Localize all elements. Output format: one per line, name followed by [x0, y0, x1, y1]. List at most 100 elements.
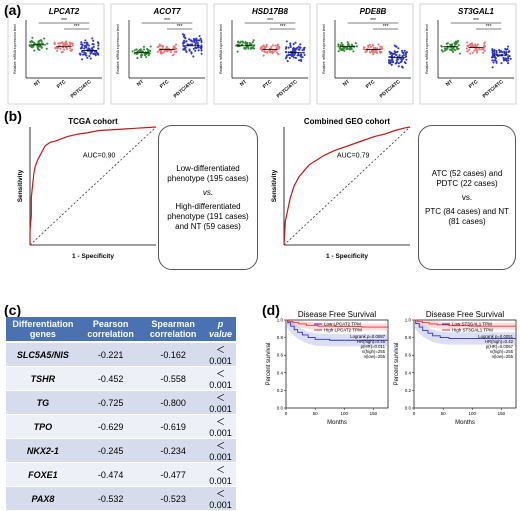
data-point: [398, 54, 401, 57]
spearman-cell: -0.477: [141, 462, 205, 487]
data-point: [399, 61, 402, 64]
y-axis-label: Relative mRNA expression level: [425, 24, 429, 74]
reference-diagonal: [283, 126, 411, 246]
data-point: [149, 49, 152, 53]
gene-cell: TPO: [6, 414, 80, 439]
data-point: [173, 46, 176, 49]
pvalue-cell: ＜0.001: [204, 486, 236, 511]
data-point: [261, 49, 264, 52]
data-point: [302, 51, 305, 54]
sig-label: ***: [370, 18, 376, 24]
y-tick-label: 1.0: [405, 318, 412, 323]
data-point: [346, 41, 349, 44]
legend-high-label: High ST3GAL1 TPM: [452, 328, 493, 333]
data-point: [53, 41, 56, 44]
data-point: [199, 37, 202, 40]
data-point: [294, 47, 297, 50]
data-point: [199, 46, 202, 49]
data-point: [396, 50, 399, 53]
data-point: [184, 46, 187, 49]
data-point: [196, 46, 200, 49]
data-point: [91, 43, 94, 46]
km-frame: [413, 319, 517, 409]
group-label: PDTC/ATC: [70, 79, 93, 100]
group-label: NT: [445, 79, 454, 88]
sig-label: ***: [280, 24, 286, 30]
sig-label: ***: [473, 18, 479, 24]
data-point: [136, 57, 139, 60]
x-tick-label: 0: [285, 411, 288, 416]
dot-plot-title: ST3GAL1: [458, 7, 495, 16]
data-point: [145, 55, 148, 59]
panel-label-d: (d): [262, 302, 280, 318]
sig-label: ***: [74, 24, 80, 30]
data-point: [346, 47, 349, 50]
box-tcga-low: Low-differentiated phenotype (195 cases): [167, 163, 249, 183]
data-point: [500, 62, 503, 65]
data-point: [403, 49, 406, 52]
data-point: [476, 43, 479, 46]
data-point: [31, 36, 34, 39]
data-point: [476, 49, 479, 52]
x-tick-label: 50: [313, 411, 319, 416]
data-point: [443, 47, 446, 50]
data-point: [185, 50, 188, 53]
data-point: [41, 42, 44, 45]
data-point: [40, 46, 43, 49]
data-point: [473, 49, 476, 52]
data-point: [85, 46, 88, 49]
stat-line: HR(high)=0.45: [357, 339, 386, 344]
gene-cell: SLC5A5/NIS: [6, 342, 80, 367]
data-point: [381, 47, 384, 50]
data-point: [193, 41, 196, 44]
data-point: [367, 44, 370, 47]
stat-line: p(HR)=0.011: [361, 344, 386, 349]
data-point: [493, 52, 496, 55]
data-point: [89, 50, 92, 53]
data-point: [493, 50, 496, 53]
data-point: [397, 62, 400, 65]
data-point: [88, 55, 91, 58]
x-tick-label: 100: [469, 411, 477, 416]
stat-line: n(low)=255: [364, 354, 386, 359]
data-point: [297, 54, 300, 57]
data-point: [354, 42, 357, 45]
data-point: [189, 39, 192, 42]
data-point: [476, 51, 479, 54]
header-genes: Differentiation genes: [6, 317, 80, 343]
y-tick-label: 0.4: [405, 370, 412, 375]
data-point: [68, 41, 71, 44]
data-point: [454, 49, 457, 52]
data-point: [292, 47, 295, 50]
y-tick-label: 0.0: [277, 406, 284, 411]
data-point: [379, 45, 382, 48]
pvalue-cell: ＜0.001: [204, 438, 236, 463]
pvalue-cell: ＜0.001: [204, 390, 236, 415]
comparison-box-tcga: Low-differentiated phenotype (195 cases)…: [158, 125, 258, 270]
table-row: TG -0.725 -0.800 ＜0.001: [6, 390, 236, 415]
data-point: [502, 59, 506, 62]
data-point: [507, 45, 510, 48]
data-point: [91, 46, 94, 50]
data-point: [474, 43, 477, 46]
roc-geo-chart: Combined GEO cohort AUC=0.79 1 - Specifici…: [271, 117, 411, 260]
data-point: [93, 52, 96, 55]
data-point: [144, 54, 147, 57]
data-point: [38, 48, 41, 51]
data-point: [377, 43, 380, 46]
x-axis-label: 1 - Specificity: [72, 253, 114, 260]
km-frame: [285, 319, 389, 409]
stat-line: Logrank p=0.0051: [478, 334, 513, 339]
data-point: [142, 45, 145, 48]
data-point: [507, 59, 510, 62]
box-geo-ptc: PTC (84 cases) and NT (81 cases): [424, 206, 510, 226]
x-tick-label: 100: [341, 411, 349, 416]
data-point: [58, 44, 61, 47]
data-point: [342, 48, 345, 51]
data-point: [165, 45, 168, 48]
data-point: [445, 42, 448, 45]
data-point: [292, 56, 295, 59]
table-row: FOXE1 -0.474 -0.477 ＜0.001: [6, 462, 236, 487]
data-point: [296, 46, 299, 49]
sig-label: ***: [267, 18, 273, 24]
